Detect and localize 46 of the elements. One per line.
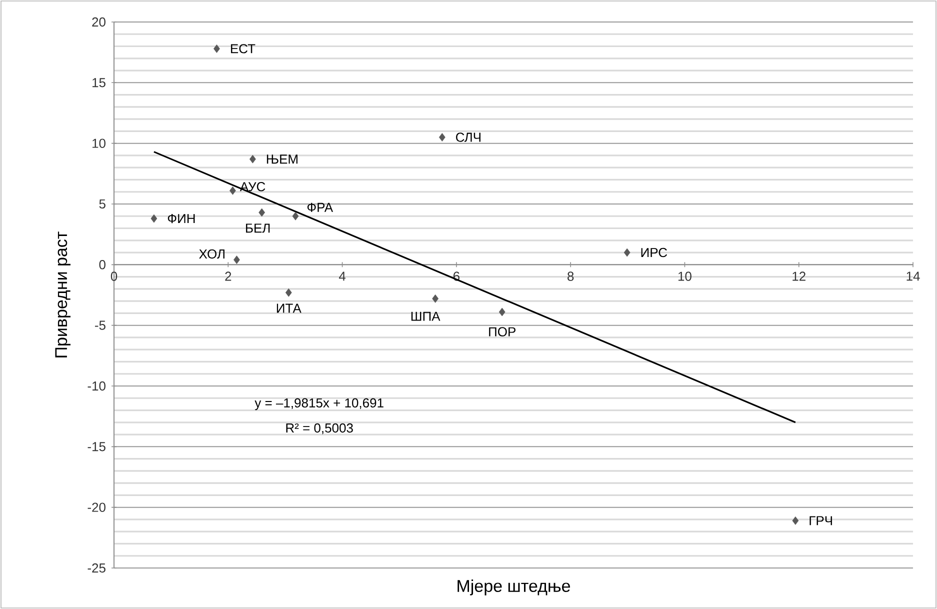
point: [258, 208, 266, 217]
x-tick-label: 2: [225, 272, 232, 281]
y-tick-label: 0: [99, 260, 106, 270]
x-tick-label: 14: [906, 272, 920, 281]
point: [234, 256, 240, 264]
annotation: ШПА: [411, 312, 440, 321]
y-tick-label: 10: [92, 138, 106, 148]
y-tick-label: 15: [92, 78, 106, 88]
point: [498, 308, 506, 316]
annotation: АУС: [240, 182, 266, 192]
annotation: ИРС: [641, 248, 668, 258]
annotation: R² = 0,5003: [286, 423, 353, 434]
annotation: ФРА: [307, 202, 334, 212]
annotation: ИТА: [276, 304, 302, 313]
annotation: ЕСТ: [230, 44, 256, 54]
point: [230, 186, 236, 195]
point: [624, 248, 630, 257]
y-axis-title: Привредни раст: [55, 232, 70, 358]
annotation: ХОЛ: [199, 249, 224, 259]
y-tick-label: -20: [88, 502, 106, 512]
annotation: СЛЧ: [456, 132, 480, 142]
y-tick-label: 5: [99, 199, 106, 209]
x-tick-label: 10: [678, 272, 692, 281]
x-tick-label: 4: [338, 272, 346, 281]
annotation: БЕЛ: [246, 224, 270, 233]
point: [249, 154, 256, 164]
point: [792, 516, 799, 525]
point: [214, 44, 220, 53]
point: [150, 214, 158, 223]
point: [432, 294, 439, 303]
y-tick-label: -5: [95, 320, 106, 330]
point: [292, 212, 299, 220]
annotation: y = –1,9815x + 10,691: [254, 398, 384, 410]
annotation: ФИН: [168, 214, 195, 224]
y-tick-label: -15: [88, 442, 106, 452]
annotation: ГРЧ: [810, 516, 832, 526]
annotation: ПОР: [489, 327, 516, 336]
y-tick-label: -25: [88, 563, 106, 573]
x-tick-label: 12: [792, 272, 806, 281]
annotation: ЊЕМ: [266, 154, 298, 164]
x-axis-title: Мјере штедње: [458, 580, 570, 596]
point: [285, 288, 292, 297]
x-tick-label: 8: [568, 272, 574, 281]
point: [438, 133, 446, 142]
y-tick-label: 20: [92, 17, 106, 27]
y-tick-label: -10: [88, 381, 106, 391]
